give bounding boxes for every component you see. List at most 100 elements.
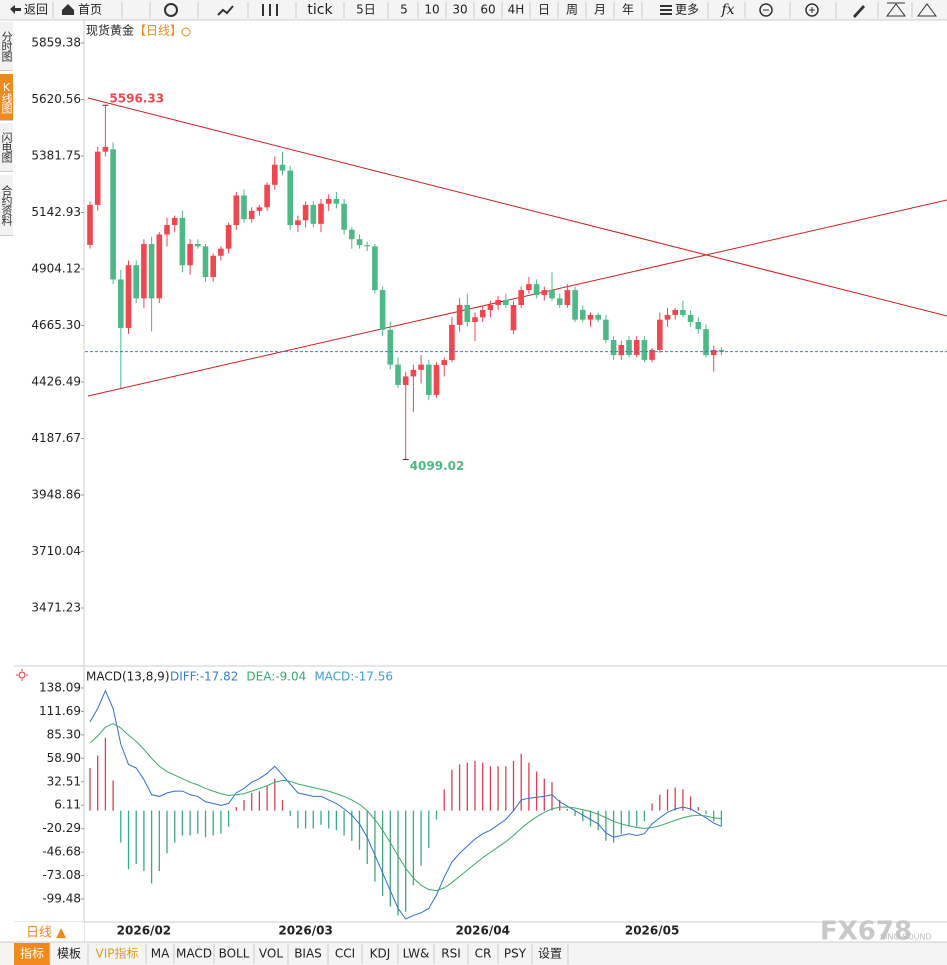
- indicator-tab[interactable]: RSI: [441, 947, 461, 961]
- period-button[interactable]: 日: [538, 3, 550, 17]
- candle-body: [248, 210, 255, 220]
- period-button[interactable]: 4H: [508, 3, 525, 17]
- collapse-icon[interactable]: [181, 27, 191, 37]
- candle-body: [295, 220, 301, 226]
- period-button[interactable]: 30: [452, 3, 467, 17]
- period-button[interactable]: 年: [622, 3, 634, 17]
- indicator-tab[interactable]: 模板: [57, 947, 81, 961]
- candle-body: [672, 309, 678, 315]
- y-tick-label: 4426.49: [31, 375, 81, 389]
- candle-body: [518, 290, 524, 305]
- indicator-tab[interactable]: KDJ: [370, 947, 391, 961]
- zoom-out-icon[interactable]: [759, 3, 773, 17]
- indicator-tab[interactable]: BOLL: [219, 947, 250, 961]
- refresh-icon[interactable]: [164, 3, 178, 17]
- indicator-tab[interactable]: CCI: [335, 947, 355, 961]
- min-label: 4099.02: [410, 459, 465, 473]
- period-button[interactable]: 5: [400, 3, 408, 17]
- indicator-tab[interactable]: VIP指标: [96, 946, 139, 961]
- instrument-title: 现货黄金: [86, 23, 134, 38]
- indicator-tab[interactable]: 设置: [538, 947, 562, 961]
- y-tick-label: 111.69: [39, 704, 81, 718]
- y-tick-label: -99.48: [42, 891, 81, 905]
- pen-icon[interactable]: [853, 5, 865, 18]
- zoom-in-icon[interactable]: [805, 3, 819, 17]
- side-tab[interactable]: K线图: [0, 74, 13, 121]
- candle-body: [94, 151, 101, 205]
- candle-body: [426, 364, 432, 395]
- indicator-tab[interactable]: MA: [151, 947, 170, 961]
- candle-body: [171, 217, 178, 226]
- side-tab[interactable]: 闪电图: [0, 123, 13, 172]
- period-button[interactable]: 周: [566, 3, 578, 17]
- draw-icon[interactable]: [886, 2, 906, 17]
- candle-body: [241, 195, 247, 220]
- candle-body: [148, 243, 155, 299]
- legend-label: DIFF:-17.82: [170, 670, 238, 684]
- candle-body: [495, 300, 501, 305]
- max-label: 5596.33: [109, 92, 164, 106]
- candle-body: [410, 369, 417, 377]
- candle-body: [133, 265, 139, 299]
- candle-body: [125, 265, 132, 328]
- side-tab[interactable]: 合约资料: [0, 175, 13, 236]
- y-tick-label: 3471.23: [31, 600, 81, 614]
- x-tick-label: 2026/03: [278, 924, 332, 938]
- candle-body: [718, 349, 725, 352]
- candle-icon[interactable]: [262, 4, 278, 16]
- trendline-up: [87, 199, 947, 397]
- candle-body: [364, 245, 370, 247]
- line-icon[interactable]: [217, 5, 234, 16]
- indicator-tab[interactable]: CR: [475, 947, 492, 961]
- y-tick-label: 5142.93: [31, 205, 81, 219]
- y-tick-label: 32.51: [47, 774, 81, 788]
- indicator-tab[interactable]: BIAS: [294, 947, 322, 961]
- back-button[interactable]: 返回: [24, 3, 48, 17]
- indicator-tab[interactable]: VOL: [259, 947, 283, 961]
- period-button[interactable]: 60: [480, 3, 495, 17]
- candle-body: [264, 184, 270, 208]
- period-switch[interactable]: 日线 ▲: [26, 926, 66, 941]
- candle-body: [641, 340, 648, 360]
- y-tick-label: 85.30: [47, 727, 81, 741]
- draw-icon-2[interactable]: [917, 3, 937, 17]
- more-button[interactable]: 更多: [675, 3, 699, 17]
- settings-icon[interactable]: [18, 671, 26, 679]
- candle-body: [472, 317, 478, 323]
- toolbar-separators: [52, 2, 913, 18]
- candle-body: [710, 349, 717, 356]
- y-tick-label: 4904.12: [31, 262, 81, 276]
- candle-body: [302, 204, 309, 221]
- candle-body: [141, 243, 147, 299]
- period-box: [14, 922, 84, 942]
- candle-body: [703, 329, 709, 356]
- period-button[interactable]: 月: [594, 3, 606, 17]
- candle-body: [587, 314, 594, 320]
- candle-body: [102, 146, 109, 152]
- indicator-tab[interactable]: 指标: [20, 946, 44, 961]
- candle-body: [618, 344, 625, 356]
- candle-body: [510, 304, 517, 331]
- y-tick-label: 138.09: [39, 680, 81, 694]
- candle-body: [195, 243, 201, 247]
- indicator-tab[interactable]: PSY: [504, 947, 527, 961]
- candle-body: [541, 290, 548, 296]
- formula-icon[interactable]: fx: [720, 2, 734, 18]
- tick-button[interactable]: tick: [307, 2, 333, 18]
- legend-label: DEA:-9.04: [246, 670, 306, 684]
- side-tab[interactable]: 分时图: [0, 22, 13, 71]
- x-tick-label: 2026/02: [117, 924, 171, 938]
- period-button[interactable]: 10: [424, 3, 439, 17]
- y-tick-label: -20.29: [42, 821, 81, 835]
- period-button[interactable]: 5日: [356, 3, 376, 17]
- indicator-tab[interactable]: LW&: [403, 947, 430, 961]
- candle-body: [110, 149, 116, 280]
- candle-body: [402, 376, 409, 385]
- home-button[interactable]: 首页: [78, 3, 102, 17]
- indicator-tab[interactable]: MACD: [176, 947, 212, 961]
- y-tick-label: 3948.86: [31, 487, 81, 501]
- legend-label: MACD:-17.56: [314, 670, 393, 684]
- period-label: 【日线】: [134, 24, 182, 38]
- candle-body: [556, 298, 563, 305]
